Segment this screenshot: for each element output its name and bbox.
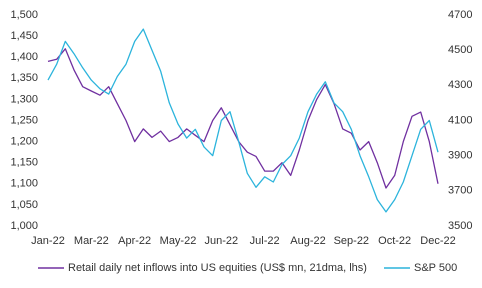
legend-label: S&P 500 [414,262,457,274]
x-tick-label: Mar-22 [74,235,109,247]
y2-tick-label: 4300 [448,79,472,91]
x-tick-label: May-22 [160,235,197,247]
y-tick-label: 1,400 [10,51,38,63]
y-tick-label: 1,000 [10,220,38,232]
x-tick-label: Jul-22 [250,235,280,247]
y2-tick-label: 3700 [448,185,472,197]
x-tick-label: Jun-22 [205,235,239,247]
y-tick-label: 1,150 [10,157,38,169]
x-tick-label: Jan-22 [31,235,65,247]
y-tick-label: 1,250 [10,114,38,126]
x-tick-label: Aug-22 [290,235,325,247]
y2-tick-label: 3500 [448,220,472,232]
y-tick-label: 1,050 [10,199,38,211]
y-tick-label: 1,500 [10,9,38,21]
x-tick-label: Dec-22 [420,235,455,247]
y-tick-label: 1,300 [10,93,38,105]
series-line [47,28,439,213]
y2-tick-label: 4100 [448,114,472,126]
y-tick-label: 1,200 [10,136,38,148]
series-line [47,48,439,189]
y2-tick-label: 3900 [448,150,472,162]
x-tick-label: Oct-22 [378,235,411,247]
y-tick-label: 1,450 [10,30,38,42]
y2-tick-label: 4700 [448,9,472,21]
x-tick-label: Sep-22 [334,235,369,247]
x-tick-label: Apr-22 [118,235,151,247]
y-tick-label: 1,100 [10,178,38,190]
y2-tick-label: 4500 [448,44,472,56]
y-tick-label: 1,350 [10,72,38,84]
legend-label: Retail daily net inflows into US equitie… [68,262,367,274]
